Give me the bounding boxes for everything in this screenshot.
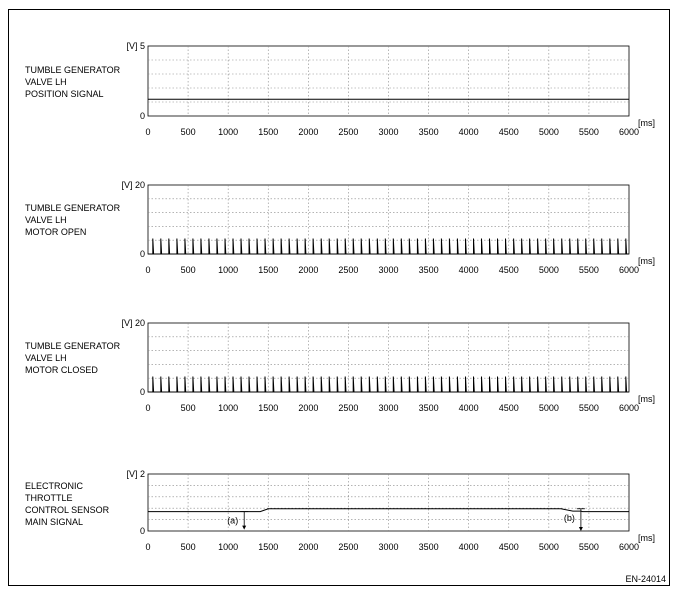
x-tick-label: 3000 <box>378 265 398 275</box>
x-unit-label: [ms] <box>638 394 655 404</box>
signal-trace <box>148 376 629 393</box>
x-tick-label: 3500 <box>419 542 439 552</box>
x-tick-label: 4500 <box>499 265 519 275</box>
x-tick-label: 6000 <box>619 265 639 275</box>
x-tick-label: 3000 <box>378 127 398 137</box>
figure-frame <box>8 9 670 586</box>
x-tick-label: 3000 <box>378 542 398 552</box>
x-tick-label: 5000 <box>539 127 559 137</box>
x-tick-label: 5500 <box>579 127 599 137</box>
x-tick-label: 6000 <box>619 542 639 552</box>
y-tick-label-min: 0 <box>140 111 145 121</box>
x-tick-label: 5000 <box>539 542 559 552</box>
x-tick-label: 1000 <box>218 542 238 552</box>
signal-label-throttle-sensor: ELECTRONIC THROTTLE CONTROL SENSOR MAIN … <box>25 481 110 527</box>
x-tick-label: 4000 <box>459 127 479 137</box>
x-tick-label: 500 <box>181 127 196 137</box>
y-tick-label-min: 0 <box>140 387 145 397</box>
x-tick-label: 0 <box>145 265 150 275</box>
x-tick-label: 3500 <box>419 265 439 275</box>
x-tick-label: 3500 <box>419 127 439 137</box>
x-tick-label: 2000 <box>298 403 318 413</box>
y-tick-label-max: [V] 20 <box>121 318 145 328</box>
chart-panel-2: [V] 20 00 500 1000 1500 2000 2500 3000 3500 4000 4… <box>121 180 655 275</box>
x-tick-label: 1500 <box>258 265 278 275</box>
x-tick-label: 5000 <box>539 403 559 413</box>
x-tick-label: 2500 <box>338 403 358 413</box>
signal-label-motor-closed: TUMBLE GENERATOR VALVE LH MOTOR CLOSED <box>25 341 121 375</box>
annotation-arrow-head <box>242 525 247 530</box>
signal-trace <box>148 238 629 255</box>
signal-trace <box>148 508 629 513</box>
y-tick-label-min: 0 <box>140 249 145 259</box>
x-tick-label: 2000 <box>298 265 318 275</box>
signal-label-position: TUMBLE GENERATOR VALVE LH POSITION SIGNA… <box>25 65 121 99</box>
x-tick-label: 500 <box>181 265 196 275</box>
x-tick-label: 4000 <box>459 542 479 552</box>
x-tick-label: 500 <box>181 403 196 413</box>
x-tick-label: 5500 <box>579 265 599 275</box>
y-tick-label-max: [V] 2 <box>126 469 145 479</box>
plot-area <box>147 184 630 255</box>
x-tick-label: 4500 <box>499 127 519 137</box>
x-tick-label: 0 <box>145 542 150 552</box>
chart-panel-3: [V] 20 00 500 1000 1500 2000 2500 3000 3500 4000 4… <box>121 318 655 413</box>
annotation-arrow-head <box>578 527 583 531</box>
x-tick-label: 2000 <box>298 127 318 137</box>
x-tick-label: 4000 <box>459 265 479 275</box>
x-tick-label: 1500 <box>258 127 278 137</box>
x-tick-label: 1000 <box>218 265 238 275</box>
x-tick-label: 6000 <box>619 403 639 413</box>
x-tick-label: 4500 <box>499 542 519 552</box>
y-tick-label-min: 0 <box>140 526 145 536</box>
signal-label-motor-open: TUMBLE GENERATOR VALVE LH MOTOR OPEN <box>25 203 121 237</box>
x-tick-label: 1500 <box>258 542 278 552</box>
x-tick-label: 0 <box>145 403 150 413</box>
x-tick-label: 2000 <box>298 542 318 552</box>
x-tick-label: 4500 <box>499 403 519 413</box>
plot-area <box>147 322 630 393</box>
x-unit-label: [ms] <box>638 256 655 266</box>
x-tick-label: 2500 <box>338 542 358 552</box>
x-tick-label: 4000 <box>459 403 479 413</box>
x-unit-label: [ms] <box>638 533 655 543</box>
x-tick-label: 0 <box>145 127 150 137</box>
x-unit-label: [ms] <box>638 118 655 128</box>
x-tick-label: 2500 <box>338 127 358 137</box>
x-tick-label: 6000 <box>619 127 639 137</box>
chart-panel-1: [V] 5 00 500 1000 1500 2000 2500 3000 3500 4000 45… <box>126 41 655 137</box>
chart-panel-4: [V] 2 00 500 1000 1500 2000 2500 3000 3500 4000 45… <box>126 469 655 552</box>
x-tick-label: 1000 <box>218 127 238 137</box>
x-tick-label: 3500 <box>419 403 439 413</box>
figure-id: EN-24014 <box>625 574 666 584</box>
annotation-label: (b) <box>564 513 575 523</box>
x-tick-label: 5500 <box>579 403 599 413</box>
x-tick-label: 1000 <box>218 403 238 413</box>
x-tick-label: 2500 <box>338 265 358 275</box>
x-tick-label: 500 <box>181 542 196 552</box>
x-tick-label: 1500 <box>258 403 278 413</box>
x-tick-label: 5000 <box>539 265 559 275</box>
y-tick-label-max: [V] 20 <box>121 180 145 190</box>
y-tick-label-max: [V] 5 <box>126 41 145 51</box>
x-tick-label: 5500 <box>579 542 599 552</box>
annotation-label: (a) <box>227 516 238 526</box>
x-tick-label: 3000 <box>378 403 398 413</box>
